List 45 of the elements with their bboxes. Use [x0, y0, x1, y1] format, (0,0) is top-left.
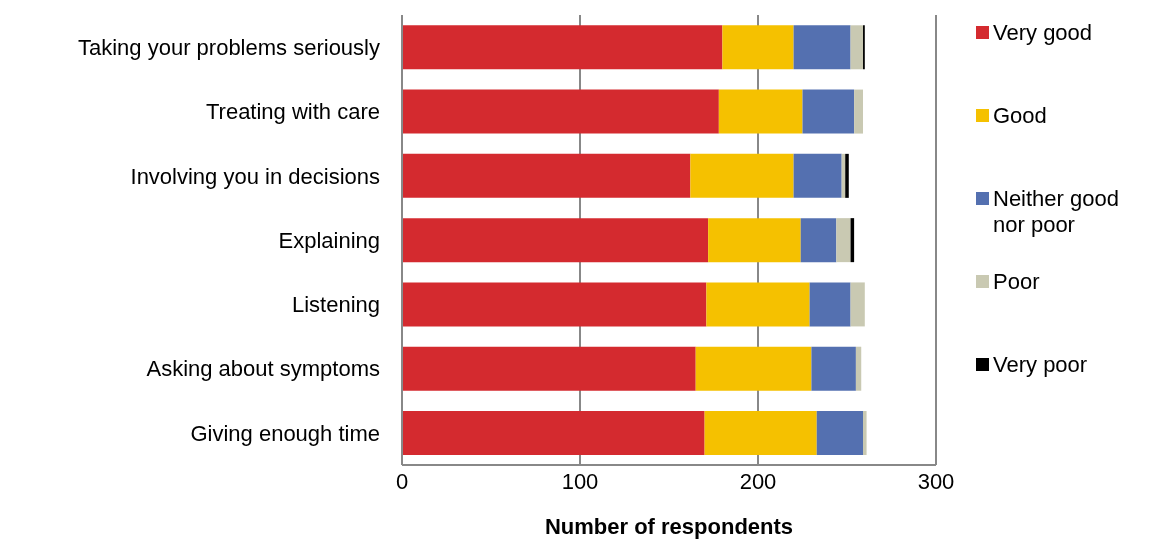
- bar: [718, 89, 803, 134]
- bar: [793, 25, 851, 70]
- bar: [708, 218, 801, 263]
- bar: [850, 282, 865, 327]
- bar: [402, 346, 696, 391]
- x-tick-label: 300: [917, 468, 955, 494]
- legend-label: Very poor: [993, 352, 1089, 378]
- bar: [402, 282, 707, 327]
- legend-label: Neither good nor poor: [993, 186, 1120, 238]
- bar: [402, 25, 723, 70]
- bar: [863, 411, 867, 455]
- y-tick-label: Taking your problems seriously: [77, 34, 380, 60]
- bar: [845, 153, 849, 198]
- x-tick-label: 200: [739, 468, 777, 494]
- bar: [690, 153, 794, 198]
- x-tick-label: 100: [561, 468, 599, 494]
- bar: [836, 218, 851, 263]
- legend-label: Poor: [993, 269, 1041, 295]
- y-tick-label: Listening: [291, 292, 380, 318]
- bar: [816, 411, 864, 455]
- y-tick-label: Explaining: [278, 227, 380, 253]
- x-tick-label: 0: [395, 468, 409, 494]
- bar: [402, 89, 719, 134]
- x-axis-title: Number of respondents: [544, 514, 794, 539]
- y-tick-label: Involving you in decisions: [130, 163, 380, 189]
- y-tick-label: Asking about symptoms: [146, 356, 380, 382]
- legend-label: Very good: [993, 20, 1094, 46]
- bar: [811, 346, 856, 391]
- legend-label: Good: [993, 103, 1048, 129]
- bar: [850, 25, 864, 70]
- bar: [706, 282, 810, 327]
- bar: [402, 218, 709, 263]
- bar: [800, 218, 837, 263]
- y-tick-label: Giving enough time: [190, 420, 380, 446]
- y-tick-label: Treating with care: [205, 99, 380, 125]
- bar: [722, 25, 794, 70]
- bar: [854, 89, 864, 134]
- bar: [402, 411, 705, 455]
- bar: [793, 153, 842, 198]
- bar: [704, 411, 817, 455]
- bar: [855, 346, 862, 391]
- bar: [402, 153, 691, 198]
- bar: [695, 346, 812, 391]
- bar: [809, 282, 851, 327]
- bar: [802, 89, 855, 134]
